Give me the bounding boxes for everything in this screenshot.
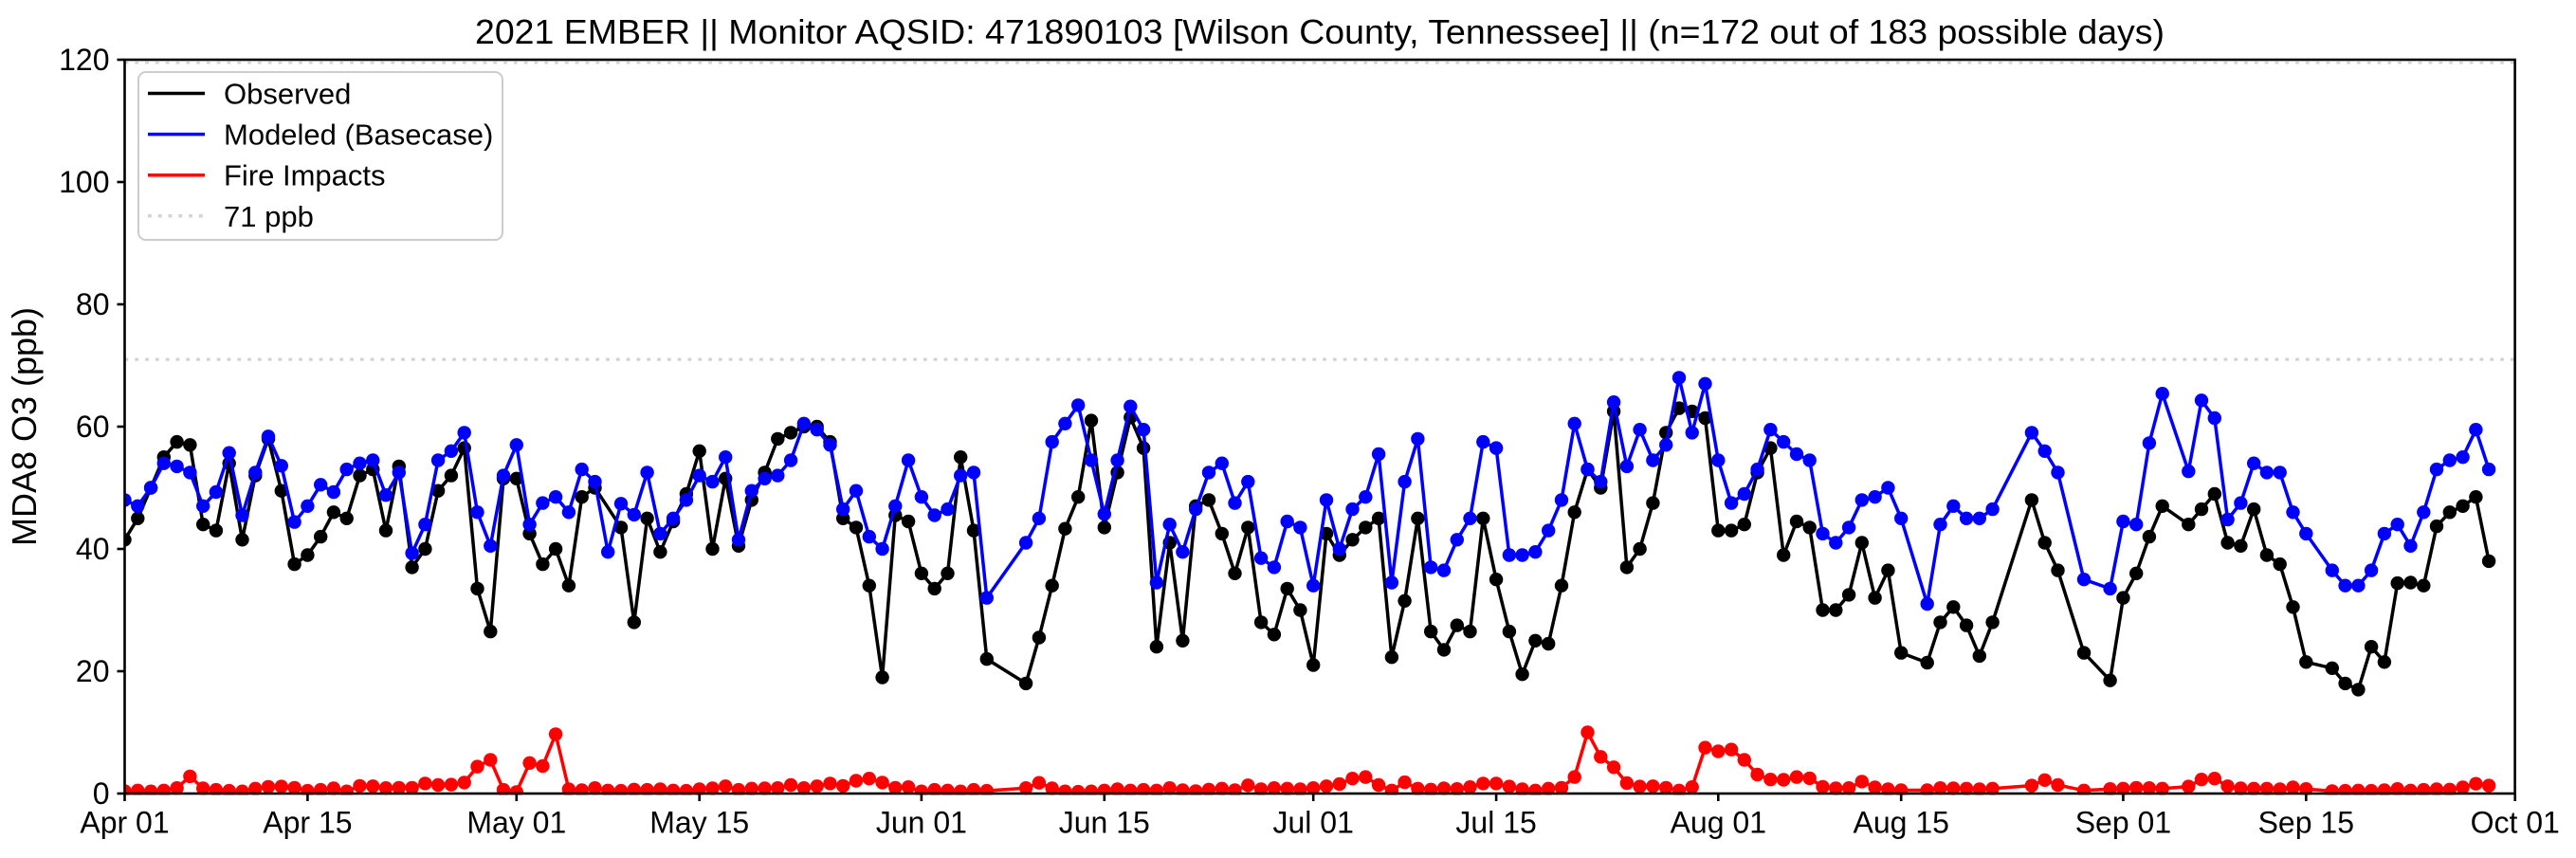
svg-text:Modeled (Basecase): Modeled (Basecase): [224, 119, 493, 152]
svg-text:Sep 01: Sep 01: [2075, 806, 2171, 840]
svg-text:120: 120: [59, 43, 109, 77]
svg-text:80: 80: [76, 287, 110, 321]
svg-text:Oct 01: Oct 01: [2471, 806, 2560, 840]
svg-text:Aug 15: Aug 15: [1853, 806, 1948, 840]
svg-text:2021 EMBER || Monitor AQSID: 4: 2021 EMBER || Monitor AQSID: 471890103 […: [475, 12, 2165, 51]
svg-text:Jul 15: Jul 15: [1455, 806, 1536, 840]
svg-text:0: 0: [93, 776, 110, 811]
svg-text:Apr 01: Apr 01: [80, 806, 169, 840]
svg-text:Fire Impacts: Fire Impacts: [224, 159, 386, 192]
svg-text:Jun 01: Jun 01: [876, 806, 967, 840]
svg-text:100: 100: [59, 165, 109, 199]
svg-text:Apr 15: Apr 15: [263, 806, 352, 840]
svg-text:May 01: May 01: [466, 806, 566, 840]
svg-text:May 15: May 15: [649, 806, 749, 840]
svg-text:60: 60: [76, 410, 110, 444]
svg-text:MDA8 O3 (ppb): MDA8 O3 (ppb): [5, 307, 44, 546]
svg-text:Sep 15: Sep 15: [2258, 806, 2354, 840]
svg-text:Observed: Observed: [224, 78, 351, 111]
svg-text:20: 20: [76, 654, 110, 688]
svg-text:40: 40: [76, 532, 110, 566]
svg-text:Jul 01: Jul 01: [1273, 806, 1354, 840]
svg-text:Jun 15: Jun 15: [1059, 806, 1150, 840]
svg-text:Aug 01: Aug 01: [1671, 806, 1766, 840]
svg-text:71 ppb: 71 ppb: [224, 200, 314, 233]
